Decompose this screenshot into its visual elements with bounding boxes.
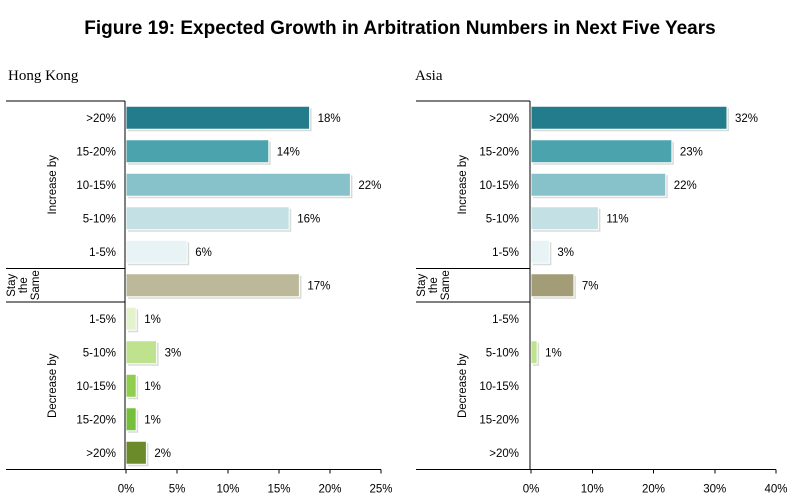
category-label-5-10pct: 5-10% [486,213,519,225]
bar-decrease-by-10-15pct [125,373,137,398]
category-label-gt20pct: >20% [489,113,519,125]
data-label: 1% [545,347,562,359]
category-label-gt20pct: >20% [86,448,116,460]
bar-increase-by-gt20pct [530,105,728,130]
data-label: 11% [606,213,628,225]
category-label-1-5pct: 1-5% [89,247,116,259]
category-label-15-20pct: 15-20% [76,414,116,426]
x-tick-label: 25% [369,484,392,496]
group-label-increase-by: Increase by [47,155,59,215]
category-label-5-10pct: 5-10% [83,213,116,225]
bar-increase-by-5-10pct [530,206,599,231]
x-tick-label: 20% [318,484,341,496]
category-label-1-5pct: 1-5% [89,314,116,326]
panel-title: Asia [415,68,443,84]
category-label-1-5pct: 1-5% [492,247,519,259]
data-label: 22% [358,180,381,192]
x-tick-label: 20% [642,484,665,496]
data-label: 23% [680,146,703,158]
category-label-10-15pct: 10-15% [76,180,116,192]
data-label: 32% [735,113,758,125]
data-label: 17% [307,280,330,292]
bar-increase-by-gt20pct [125,105,311,130]
x-tick-label: 10% [581,484,604,496]
data-label: 1% [144,314,161,326]
x-tick-label: 30% [703,484,726,496]
data-label: 3% [557,247,574,259]
group-label-stay-the-same: StaytheSame [6,270,42,300]
bar-increase-by-1-5pct [530,239,550,264]
category-label-gt20pct: >20% [489,448,519,460]
data-label: 2% [154,448,171,460]
data-label: 18% [318,113,341,125]
bar-decrease-by-1-5pct [125,306,137,331]
hong-kong-panel: Hong Kong Increase by StaytheSame Decrease … [6,68,393,496]
data-label: 14% [277,146,300,158]
data-label: 1% [144,414,161,426]
group-label-decrease-by: Decrease by [457,353,469,418]
x-tick-label: 0% [118,484,135,496]
x-tick-label: 0% [523,484,540,496]
data-label: 16% [297,213,320,225]
bar-increase-by-15-20pct [530,139,673,164]
category-label-15-20pct: 15-20% [479,146,519,158]
category-label-10-15pct: 10-15% [76,381,116,393]
bar-decrease-by-gt20pct [125,440,147,465]
category-label-5-10pct: 5-10% [83,347,116,359]
bar-stay-the-same-same [530,273,575,298]
bar-decrease-by-5-10pct [530,340,538,365]
x-tick-label: 40% [764,484,787,496]
category-label-5-10pct: 5-10% [486,347,519,359]
data-label: 7% [582,280,599,292]
bar-increase-by-15-20pct [125,139,270,164]
bar-increase-by-5-10pct [125,206,290,231]
group-label-increase-by: Increase by [457,155,469,215]
data-label: 6% [195,247,212,259]
data-label: 22% [674,180,697,192]
panel-title: Hong Kong [8,68,79,84]
figure-title: Figure 19: Expected Growth in Arbitratio… [84,18,715,39]
group-label-decrease-by: Decrease by [47,353,59,418]
category-label-gt20pct: >20% [86,113,116,125]
category-label-10-15pct: 10-15% [479,180,519,192]
bar-increase-by-1-5pct [125,239,188,264]
x-tick-label: 5% [169,484,186,496]
bar-increase-by-10-15pct [125,172,351,197]
x-tick-label: 15% [267,484,290,496]
bar-decrease-by-15-20pct [125,407,137,432]
data-label: 3% [165,347,182,359]
bar-decrease-by-5-10pct [125,340,158,365]
bar-increase-by-10-15pct [530,172,667,197]
x-tick-label: 10% [216,484,239,496]
category-label-1-5pct: 1-5% [492,314,519,326]
category-label-15-20pct: 15-20% [479,414,519,426]
group-label-stay-the-same: StaytheSame [416,270,452,300]
asia-panel: Asia Increase by StaytheSame Decrease by >20… [415,68,788,496]
category-label-10-15pct: 10-15% [479,381,519,393]
bar-stay-the-same-same [125,273,300,298]
category-label-15-20pct: 15-20% [76,146,116,158]
data-label: 1% [144,381,161,393]
